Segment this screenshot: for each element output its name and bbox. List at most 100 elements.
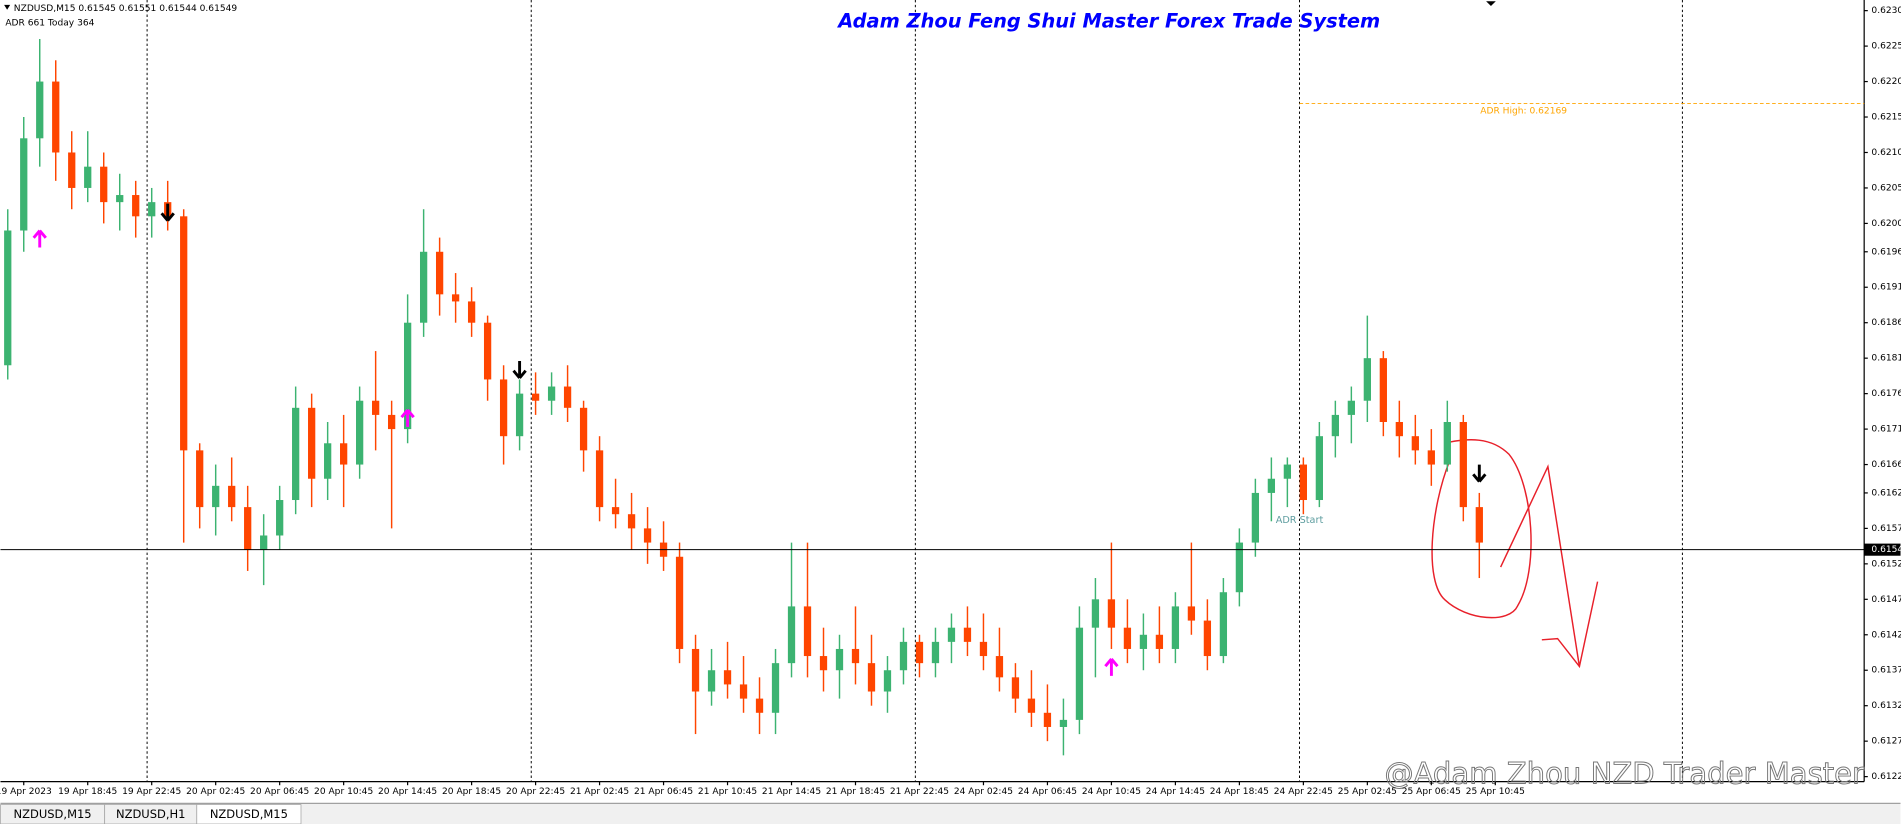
x-tick-label: 20 Apr 06:45: [250, 787, 309, 797]
x-tick-label: 24 Apr 06:45: [1018, 787, 1077, 797]
candle-body: [1283, 464, 1292, 479]
candle-body: [1475, 507, 1483, 543]
candle-body: [1363, 358, 1371, 401]
y-tick-label: 0.6132: [1871, 701, 1901, 711]
y-tick-label: 0.6171: [1871, 425, 1901, 435]
y-tick-label: 0.6215: [1871, 113, 1901, 123]
y-tick-label: 0.6147: [1871, 595, 1901, 605]
candle-body: [595, 450, 604, 508]
hand-arrowhead: [1541, 581, 1599, 669]
watermark: @Adam Zhou NZD Trader Master: [1384, 757, 1864, 791]
y-tick-label: 0.6200: [1871, 219, 1901, 229]
candle-body: [611, 507, 620, 515]
x-tick-label: 19 Apr 18:45: [58, 787, 117, 797]
candle-body: [771, 663, 780, 713]
tab-label[interactable]: NZDUSD,M15: [210, 807, 288, 821]
y-tick-label: 0.6122: [1871, 772, 1901, 782]
signal-arrow: [400, 409, 415, 427]
y-tick-label: 0.6162: [1871, 488, 1901, 498]
candle-body: [68, 152, 76, 188]
y-tick-label: 0.6210: [1871, 148, 1901, 158]
candle-body: [483, 322, 492, 380]
candle-body: [1027, 698, 1036, 713]
x-tick-label: 21 Apr 22:45: [890, 787, 949, 797]
candle-body: [387, 414, 396, 430]
adr-text: ADR 661 Today 364: [5, 19, 94, 29]
tab-bar: [0, 802, 1901, 824]
signal-arrow: [32, 229, 47, 248]
candle-body: [84, 166, 92, 188]
candle-body: [867, 663, 876, 692]
x-tick-label: 24 Apr 18:45: [1210, 787, 1269, 797]
x-tick-label: 21 Apr 02:45: [570, 787, 629, 797]
candle-body: [851, 648, 860, 664]
candle-body: [1139, 634, 1148, 649]
candle-body: [403, 322, 412, 430]
signal-arrow: [160, 203, 175, 222]
candle-body: [1347, 400, 1355, 415]
candle-body: [1315, 436, 1323, 501]
candle-body: [1155, 634, 1164, 649]
candle-body: [52, 81, 60, 153]
y-tick-label: 0.6166: [1871, 460, 1901, 470]
tab-bar-bg: [0, 803, 1901, 824]
candle-body: [883, 670, 892, 692]
candle-body: [1459, 422, 1467, 508]
hand-drawing: [1431, 439, 1599, 669]
candle-body: [467, 301, 476, 323]
candle-body: [132, 195, 140, 217]
candle-body: [531, 393, 540, 401]
candle-body: [755, 698, 764, 713]
candle-body: [196, 450, 204, 508]
x-tick-label: 25 Apr 02:45: [1338, 787, 1397, 797]
candle-body: [899, 641, 908, 671]
candle-body: [356, 400, 364, 465]
candle-body: [723, 670, 732, 685]
candle-body: [979, 641, 988, 657]
candle-body: [707, 670, 716, 692]
candle-body: [116, 195, 124, 203]
candle-body: [1107, 599, 1116, 628]
x-tick-label: 25 Apr 06:45: [1402, 787, 1461, 797]
candle-body: [691, 648, 700, 692]
candle-body: [963, 627, 972, 642]
tab-label[interactable]: NZDUSD,H1: [116, 807, 186, 821]
y-tick-label: 0.6157: [1871, 524, 1901, 534]
candle-body: [180, 216, 188, 451]
shift-marker: [1486, 1, 1496, 7]
candle-body: [947, 627, 956, 642]
candle-body: [547, 386, 556, 401]
candle-body: [1267, 478, 1276, 493]
candle-body: [1395, 422, 1403, 437]
price-label: 0.6154: [1871, 545, 1901, 555]
tab[interactable]: [196, 804, 302, 824]
candle-body: [563, 386, 572, 408]
x-tick-label: 21 Apr 06:45: [634, 787, 693, 797]
price-label-box: [1864, 543, 1901, 556]
x-tick-label: 19 Apr 22:45: [122, 787, 181, 797]
y-tick-label: 0.6152: [1871, 559, 1901, 569]
hand-circle: [1431, 439, 1532, 619]
adr-high-label: ADR High: 0.62169: [1480, 106, 1567, 116]
candle-body: [1411, 436, 1419, 451]
candle-body: [1251, 492, 1260, 543]
x-tick-label: 20 Apr 10:45: [314, 787, 373, 797]
y-tick-label: 0.6137: [1871, 666, 1901, 676]
candle-body: [643, 528, 652, 543]
candle-body: [1187, 606, 1196, 621]
x-tick-label: 24 Apr 02:45: [954, 787, 1013, 797]
candle-body: [148, 202, 156, 217]
candle-body: [228, 485, 236, 508]
x-tick-label: 21 Apr 14:45: [762, 787, 821, 797]
candle-body: [308, 407, 316, 479]
candle-body: [435, 251, 444, 295]
hand-arrow: [1499, 464, 1581, 667]
y-tick-label: 0.6176: [1871, 389, 1901, 399]
menu-triangle[interactable]: [4, 4, 11, 10]
tab-label[interactable]: NZDUSD,M15: [14, 807, 92, 821]
y-tick-label: 0.6191: [1871, 283, 1901, 293]
candle-body: [1379, 358, 1387, 423]
candle-body: [292, 407, 300, 501]
